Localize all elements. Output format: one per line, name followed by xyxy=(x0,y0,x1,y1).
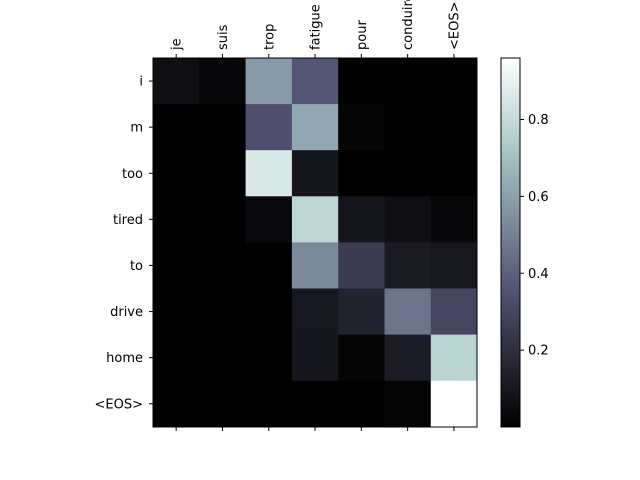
heatmap-cell xyxy=(338,58,385,105)
heatmap-cell xyxy=(338,196,385,243)
colorbar-tick-label: 0.8 xyxy=(528,113,549,128)
x-tick-label: <EOS> xyxy=(447,2,462,50)
heatmap-cell xyxy=(430,104,478,151)
heatmap-cell xyxy=(199,380,246,428)
heatmap-cell xyxy=(384,380,432,428)
heatmap-cell xyxy=(384,334,432,382)
heatmap-cell xyxy=(430,288,478,335)
heatmap-cell xyxy=(430,196,478,243)
heatmap-cell xyxy=(384,150,432,197)
heatmap-cell xyxy=(384,104,432,151)
heatmap-cell xyxy=(199,150,246,197)
heatmap-cell xyxy=(199,288,246,335)
heatmap-cell xyxy=(430,150,478,197)
heatmap-cell xyxy=(338,242,385,289)
x-tick-label: suis xyxy=(216,24,231,50)
heatmap-cell xyxy=(245,58,293,105)
heatmap-cell xyxy=(430,380,478,428)
heatmap-cell xyxy=(199,58,246,105)
heatmap-cell xyxy=(153,58,200,105)
colorbar-tick-label: 0.2 xyxy=(528,344,549,359)
y-tick-label: tired xyxy=(113,213,143,228)
y-tick-label: m xyxy=(130,121,143,136)
heatmap-cell xyxy=(245,150,293,197)
heatmap-cell xyxy=(291,104,339,151)
heatmap-cell xyxy=(384,196,432,243)
heatmap-cell xyxy=(338,334,385,382)
heatmap-cells xyxy=(153,58,478,428)
heatmap-cell xyxy=(384,58,432,105)
y-axis: i m too tired to drive home <EOS> xyxy=(95,75,153,412)
heatmap-cell xyxy=(153,196,200,243)
heatmap-cell xyxy=(430,58,478,105)
heatmap-cell xyxy=(245,242,293,289)
heatmap-cell xyxy=(245,288,293,335)
heatmap-cell xyxy=(153,334,200,382)
heatmap-cell xyxy=(245,334,293,382)
x-axis: je suis trop fatigue pour conduire <EOS> xyxy=(170,0,462,431)
heatmap-cell xyxy=(291,380,339,428)
heatmap-cell xyxy=(153,150,200,197)
x-tick-label: conduire xyxy=(401,0,416,50)
heatmap-cell xyxy=(153,242,200,289)
heatmap-cell xyxy=(199,196,246,243)
y-tick-label: too xyxy=(122,167,143,182)
heatmap-cell xyxy=(153,380,200,428)
y-tick-label: i xyxy=(139,75,143,90)
heatmap-cell xyxy=(153,288,200,335)
heatmap-cell xyxy=(338,104,385,151)
x-tick-label: trop xyxy=(262,24,277,50)
heatmap-cell xyxy=(338,150,385,197)
heatmap-cell xyxy=(245,380,293,428)
heatmap-cell xyxy=(153,104,200,151)
heatmap-cell xyxy=(338,380,385,428)
y-tick-label: to xyxy=(130,259,143,274)
heatmap-cell xyxy=(291,196,339,243)
y-tick-label: home xyxy=(106,351,143,366)
heatmap-cell xyxy=(430,242,478,289)
heatmap-cell xyxy=(384,288,432,335)
x-tick-label: je xyxy=(170,38,185,51)
heatmap-cell xyxy=(291,334,339,382)
colorbar xyxy=(500,57,521,428)
colorbar-tick-label: 0.6 xyxy=(528,190,549,205)
x-tick-label: pour xyxy=(355,20,370,50)
heatmap-cell xyxy=(291,242,339,289)
colorbar-ticks: 0.2 0.4 0.6 0.8 xyxy=(520,113,549,359)
heatmap-cell xyxy=(338,288,385,335)
heatmap-cell xyxy=(199,242,246,289)
heatmap-cell xyxy=(245,104,293,151)
y-tick-label: <EOS> xyxy=(95,397,143,412)
y-tick-label: drive xyxy=(110,305,143,320)
heatmap-cell xyxy=(199,104,246,151)
heatmap-cell xyxy=(291,288,339,335)
heatmap-cell xyxy=(384,242,432,289)
heatmap-cell xyxy=(430,334,478,382)
heatmap-cell xyxy=(245,196,293,243)
x-tick-label: fatigue xyxy=(309,4,324,50)
heatmap-cell xyxy=(199,334,246,382)
heatmap-cell xyxy=(291,58,339,105)
colorbar-tick-label: 0.4 xyxy=(528,267,549,282)
heatmap-cell xyxy=(291,150,339,197)
